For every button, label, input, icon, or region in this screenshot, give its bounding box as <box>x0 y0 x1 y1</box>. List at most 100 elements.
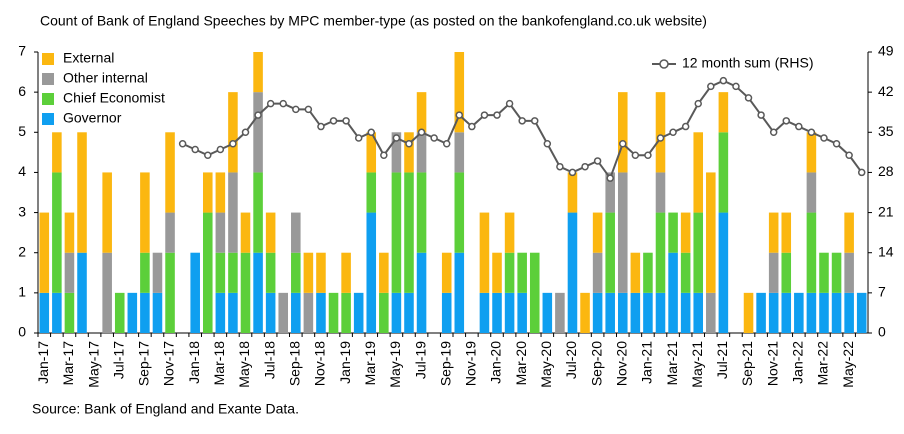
bar-segment <box>265 252 276 293</box>
line-marker <box>191 145 199 154</box>
bar-segment <box>592 212 603 253</box>
bar-segment <box>228 292 238 333</box>
line-marker <box>254 111 262 119</box>
line-marker <box>392 134 401 142</box>
y-tick-label: 2 <box>18 243 26 259</box>
bar-segment <box>617 172 628 293</box>
bar-segment <box>794 292 804 333</box>
bar-segment <box>743 292 754 333</box>
bar-segment <box>391 132 402 173</box>
x-tick-label: May-20 <box>538 341 554 388</box>
bar-segment <box>454 132 465 173</box>
bar-segment <box>404 132 414 173</box>
bar-segment <box>328 292 339 333</box>
line-marker <box>505 99 514 108</box>
bar-segment <box>416 92 427 133</box>
y2-tick-label: 35 <box>878 123 894 139</box>
line-marker <box>568 168 577 177</box>
line-marker <box>845 151 853 159</box>
bar-segment <box>630 252 641 293</box>
bar-segment <box>655 92 666 173</box>
bar-segment <box>567 212 578 333</box>
y2-tick-label: 21 <box>878 203 894 219</box>
bar-segment <box>278 292 289 333</box>
line-marker <box>543 140 552 148</box>
bar-segment <box>441 252 452 293</box>
x-tick-label: Sep-17 <box>136 341 152 386</box>
y-tick-label: 7 <box>18 43 26 59</box>
bar-segment <box>353 292 364 333</box>
bar-segment <box>819 292 829 333</box>
y2-tick-label: 28 <box>878 163 894 179</box>
line-marker <box>329 117 338 125</box>
bar-segment <box>303 252 314 293</box>
line-marker <box>644 151 652 159</box>
line-marker <box>832 140 841 148</box>
bar-segment <box>504 292 515 333</box>
line-marker <box>556 162 564 171</box>
x-tick-label: Sep-20 <box>588 341 604 386</box>
line-marker <box>266 99 275 108</box>
line-marker <box>707 82 715 91</box>
line-marker <box>757 111 765 119</box>
x-tick-label: Nov-20 <box>613 341 629 386</box>
x-tick-label: May-17 <box>85 341 101 388</box>
bar-segment <box>202 212 213 333</box>
line-marker <box>405 140 413 148</box>
x-tick-label: Jan-19 <box>337 341 353 384</box>
bar-segment <box>517 292 527 333</box>
bar-segment <box>64 252 75 293</box>
line-marker <box>455 111 464 119</box>
line-marker <box>694 99 702 108</box>
bar-segment <box>240 252 251 333</box>
x-tick-label: Jul-17 <box>110 341 126 379</box>
bar-segment <box>404 292 414 333</box>
bar-segment <box>605 212 615 293</box>
x-tick-label: Jul-18 <box>261 341 277 379</box>
legend-swatch <box>42 113 54 125</box>
bar-segment <box>291 212 301 253</box>
y2-tick-label: 49 <box>878 43 894 59</box>
bar-segment <box>366 172 377 213</box>
bar-segment <box>140 172 150 253</box>
line-marker <box>304 105 313 114</box>
bar-segment <box>265 212 276 253</box>
bar-segment <box>39 292 50 333</box>
line-marker <box>732 82 740 91</box>
bar-segment <box>542 292 553 333</box>
bar-segment <box>416 132 427 173</box>
bar-segment <box>831 252 842 293</box>
bar-segment <box>655 292 666 333</box>
line-marker <box>354 134 363 142</box>
legend-marker <box>659 59 669 69</box>
bar-segment <box>492 252 502 293</box>
bar-segment <box>781 252 792 293</box>
legend-label: Governor <box>63 110 122 126</box>
y2-tick-label: 7 <box>878 284 886 300</box>
line-marker <box>656 134 665 142</box>
x-tick-label: Mar-19 <box>362 341 378 386</box>
bar-segment <box>706 292 716 333</box>
line-marker <box>317 122 325 131</box>
bar-segment <box>492 292 502 333</box>
bar-segment <box>844 212 854 253</box>
bar-segment <box>366 132 377 173</box>
x-tick-label: Nov-21 <box>764 341 780 386</box>
legend-swatch <box>42 53 54 65</box>
legend-swatch <box>42 73 54 85</box>
x-tick-label: Jan-17 <box>35 341 51 384</box>
x-tick-label: Mar-21 <box>664 341 680 386</box>
y-tick-label: 5 <box>18 123 26 139</box>
bar-segment <box>668 212 678 253</box>
line-marker <box>619 140 627 148</box>
bar-segment <box>391 292 402 333</box>
bar-segment <box>303 292 314 333</box>
bar-segment <box>718 212 729 333</box>
line-marker <box>229 140 237 148</box>
bar-segment <box>215 292 226 333</box>
bar-segment <box>504 212 515 253</box>
line-marker <box>518 117 526 125</box>
x-tick-label: May-19 <box>387 341 403 388</box>
bar-segment <box>316 292 326 333</box>
bar-segment <box>693 132 704 213</box>
